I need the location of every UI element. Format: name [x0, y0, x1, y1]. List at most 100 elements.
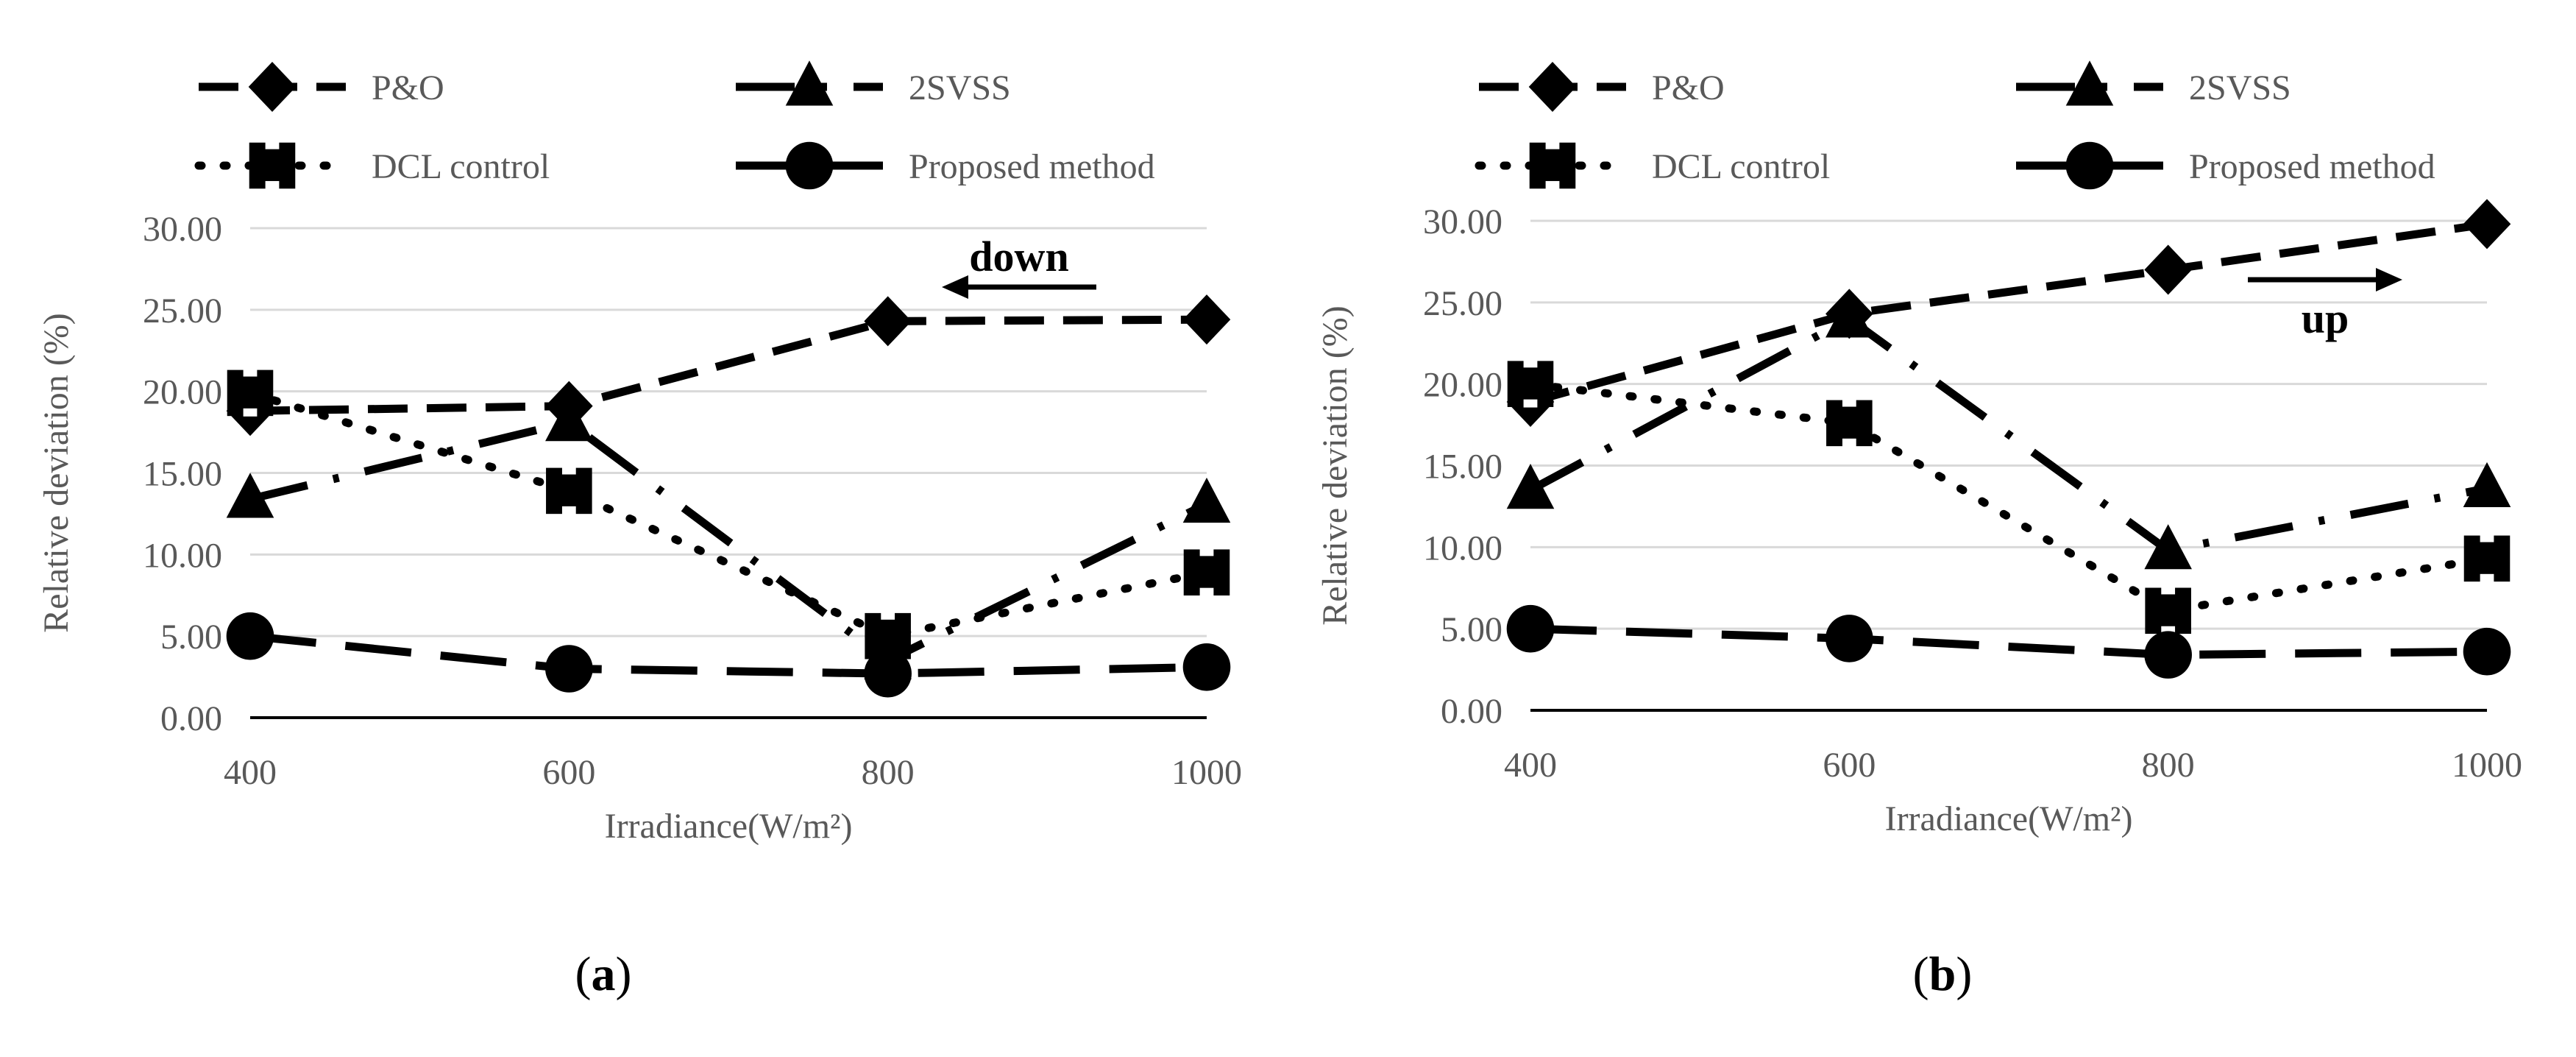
- panel-a-legend-dcl-control-marker-notch-bottom: [265, 180, 280, 189]
- panel-a-xtick-label: 1000: [1171, 753, 1242, 792]
- panel-b-series-2svss-point: [2144, 524, 2192, 570]
- panel-b-series-proposed-method-point: [2463, 627, 2511, 676]
- panel-a-legend-proposed-method-marker: [785, 141, 834, 190]
- panel-a-series-proposed-method-point: [226, 612, 274, 660]
- panel-b-ytick-label: 5.00: [1441, 610, 1502, 649]
- panel-a-legend-2svss: 2SVSS: [736, 60, 1011, 107]
- panel-a-ytick-label: 15.00: [143, 455, 222, 494]
- panel-a-series-dcl-control-point-notch-top: [881, 611, 895, 620]
- panel-a-series-2svss-point: [545, 396, 593, 442]
- panel-a-legend: P&O 2SVSS DCL control Proposed method: [194, 60, 1155, 190]
- panel-a-legend-proposed-method-label: Proposed method: [909, 147, 1155, 186]
- panel-a-legend-p-o-label: P&O: [372, 68, 444, 107]
- panel-a-series-2svss-point: [1182, 477, 1231, 523]
- panel-b-legend-dcl-control-label: DCL control: [1652, 147, 1830, 186]
- panel-a-series-proposed-method: [226, 612, 1231, 698]
- panel-b-y-axis-title: Relative deviation (%): [1316, 305, 1355, 626]
- panel-a-series-2svss-point: [226, 473, 274, 518]
- panel-a-series-dcl-control-point-notch-top: [561, 466, 576, 475]
- panel-a-series-proposed-method-point: [864, 649, 912, 698]
- panel-a-annotation-text: down: [969, 233, 1068, 280]
- panel-b-chart: 0.00 5.00 10.00 15.00 20.00 25.00 30.00 400 600 8…: [1316, 60, 2522, 1001]
- panel-b-legend-proposed-method-label: Proposed method: [2189, 147, 2435, 186]
- panel-b-series-dcl-control-point-notch-top: [2161, 586, 2176, 595]
- panel-a-xtick-label: 800: [862, 753, 915, 792]
- panel-b-legend-2svss: 2SVSS: [2016, 60, 2291, 107]
- panel-b-ytick-label: 10.00: [1423, 528, 1502, 568]
- panel-a-series-dcl-control-point: [1183, 549, 1230, 595]
- panel-a-ytick-label: 20.00: [143, 373, 222, 412]
- panel-a-series-proposed-method-point: [1182, 643, 1231, 691]
- panel-a-ytick-label: 10.00: [143, 536, 222, 575]
- panel-b-series-p-o-point: [2463, 199, 2511, 250]
- panel-a-legend-dcl-control: DCL control: [194, 141, 550, 189]
- panel-a-series-dcl-control-point-notch-top: [1199, 548, 1214, 556]
- panel-b-series-p-o-point: [2144, 244, 2192, 295]
- panel-b-series-dcl-control-point: [1507, 361, 1554, 407]
- panel-b-legend-dcl-control: DCL control: [1475, 141, 1830, 189]
- panel-a-x-axis-title: Irradiance(W/m²): [605, 807, 853, 846]
- panel-b-series-proposed-method-point: [1825, 615, 1873, 662]
- panel-b-annotation: up: [2248, 268, 2402, 342]
- panel-b-annotation-arrowhead: [2376, 268, 2402, 291]
- panel-b-series-2svss-point: [1825, 292, 1873, 338]
- panel-a-legend-p-o-marker: [248, 62, 297, 112]
- panel-a-chart: 0.00 5.00 10.00 15.00 20.00 25.00 30.00 400 600 8…: [37, 60, 1242, 1001]
- panel-b-legend-dcl-control-marker-notch-bottom: [1545, 180, 1560, 189]
- panel-b-series-2svss: [1506, 292, 2511, 570]
- panel-b-xtick-label: 600: [1823, 746, 1876, 785]
- panel-b-ytick-label: 0.00: [1441, 692, 1502, 731]
- panel-b-legend: P&O 2SVSS DCL control Proposed method: [1475, 60, 2435, 190]
- panel-b-ytick-label: 20.00: [1423, 366, 1502, 405]
- panel-b-series-dcl-control-point-notch-top: [2480, 534, 2494, 542]
- panel-a-legend-dcl-control-label: DCL control: [372, 147, 550, 186]
- panel-a-y-axis-title: Relative deviation (%): [37, 313, 76, 633]
- panel-b-x-axis-title: Irradiance(W/m²): [1885, 799, 2133, 838]
- panel-a-series-p-o: [226, 294, 1231, 436]
- panel-a-xtick-label: 400: [224, 753, 277, 792]
- panel-b-series-dcl-control-point-notch-bottom: [1842, 438, 1856, 447]
- panel-b-series-dcl-control-point-notch-bottom: [1523, 399, 1538, 408]
- panel-b-series-proposed-method-point: [2144, 631, 2192, 679]
- panel-b-series-dcl-control-point: [2145, 587, 2191, 634]
- panel-a-legend-2svss-label: 2SVSS: [909, 68, 1011, 107]
- panel-b-series-2svss-point: [1506, 464, 1555, 509]
- panel-a-series-proposed-method-point: [545, 645, 593, 693]
- panel-a-ytick-label: 5.00: [160, 618, 222, 657]
- panel-a-legend-2svss-marker: [785, 60, 834, 106]
- panel-a-series-p-o-point: [864, 296, 912, 347]
- panel-a-series-dcl-control-point: [227, 370, 274, 417]
- panel-a-xtick-label: 600: [542, 753, 595, 792]
- panel-b-ytick-label: 25.00: [1423, 284, 1502, 323]
- panel-b-series-dcl-control-point-notch-top: [1842, 398, 1856, 407]
- panel-b-series-dcl-control-point: [1826, 400, 1873, 447]
- panel-a-legend-dcl-control-marker: [249, 142, 296, 189]
- panel-a-series-p-o-point: [1182, 294, 1231, 345]
- panel-a-series-proposed-method-line: [249, 632, 1207, 678]
- panel-a-series-dcl-control-line: [246, 389, 1211, 640]
- panel-a-series-2svss-line: [249, 417, 1209, 665]
- panel-a-annotation-arrowhead: [942, 275, 968, 299]
- panel-b-series-p-o-line: [1529, 219, 2488, 406]
- panel-a-series-dcl-control: [227, 368, 1230, 660]
- panel-b-series-dcl-control-point-notch-bottom: [2161, 626, 2176, 634]
- panel-b-series-dcl-control: [1507, 359, 2511, 634]
- panel-b-legend-2svss-label: 2SVSS: [2189, 68, 2291, 107]
- panel-a-series-dcl-control-point-notch-top: [243, 368, 258, 377]
- panel-a-series-dcl-control-point-notch-bottom: [1199, 587, 1214, 596]
- panel-b-xtick-label: 1000: [2452, 746, 2522, 785]
- panel-b-series-proposed-method-line: [1530, 624, 2488, 660]
- panel-b-panel-label: (b): [1913, 947, 1973, 1001]
- panel-b-series-dcl-control-point-notch-top: [1523, 359, 1538, 368]
- panel-b-legend-proposed-method-marker: [2065, 141, 2114, 190]
- panel-b-series-dcl-control-point: [2463, 535, 2511, 582]
- panel-b-annotation-text: up: [2302, 294, 2349, 342]
- panel-b-series-proposed-method: [1506, 604, 2511, 679]
- panel-b-legend-p-o: P&O: [1479, 62, 1725, 112]
- panel-a-series-dcl-control-point-notch-bottom: [243, 408, 258, 417]
- panel-b-legend-2svss-marker: [2065, 60, 2114, 106]
- panel-a-legend-p-o: P&O: [199, 62, 444, 112]
- panel-b-legend-dcl-control-marker-notch-top: [1545, 141, 1560, 149]
- panel-b-series-proposed-method-point: [1506, 604, 1555, 653]
